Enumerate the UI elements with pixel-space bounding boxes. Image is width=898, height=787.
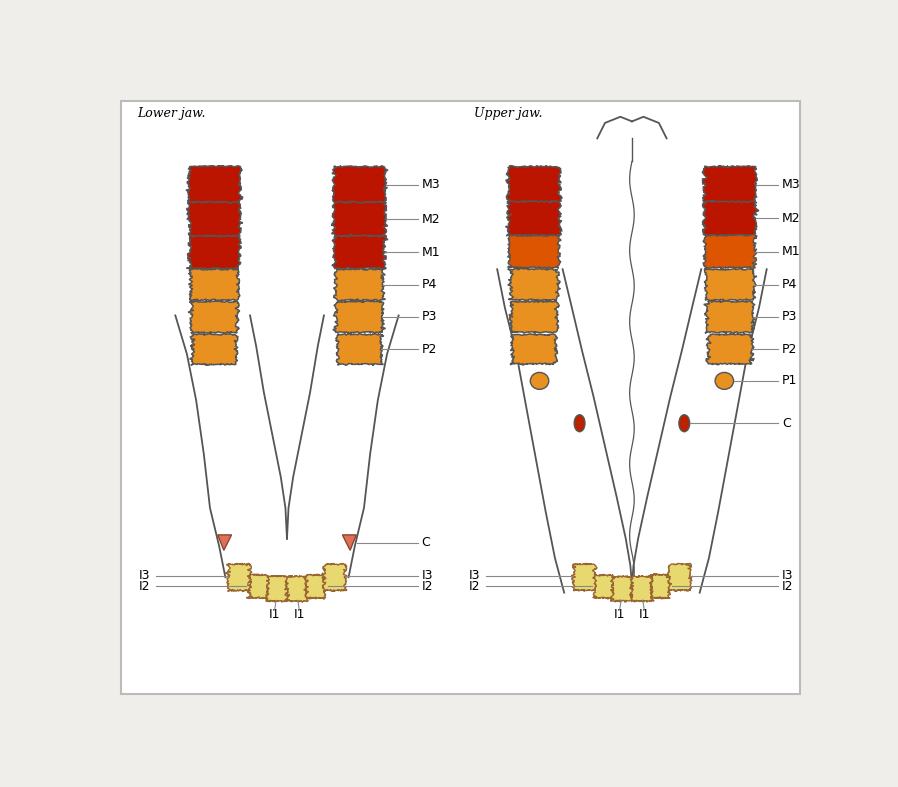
- Text: I1: I1: [294, 608, 305, 621]
- Polygon shape: [702, 166, 758, 203]
- Polygon shape: [336, 334, 383, 365]
- Polygon shape: [649, 575, 672, 599]
- Text: I3: I3: [422, 569, 433, 582]
- Polygon shape: [704, 268, 757, 301]
- Text: M2: M2: [422, 212, 440, 226]
- Text: P3: P3: [422, 310, 437, 323]
- Polygon shape: [706, 334, 754, 364]
- Polygon shape: [332, 235, 388, 269]
- Polygon shape: [246, 575, 269, 599]
- Ellipse shape: [679, 415, 690, 432]
- Text: P1: P1: [782, 375, 797, 387]
- Text: I2: I2: [139, 580, 151, 593]
- Polygon shape: [189, 334, 238, 365]
- Text: I1: I1: [614, 608, 625, 621]
- Ellipse shape: [531, 372, 549, 390]
- Text: C: C: [422, 536, 430, 549]
- Polygon shape: [703, 235, 757, 268]
- Text: Upper jaw.: Upper jaw.: [474, 107, 542, 120]
- Polygon shape: [189, 301, 240, 333]
- Polygon shape: [507, 235, 561, 268]
- Polygon shape: [667, 563, 692, 591]
- Polygon shape: [333, 268, 385, 301]
- Polygon shape: [187, 235, 242, 269]
- Polygon shape: [225, 563, 252, 591]
- Polygon shape: [507, 268, 560, 301]
- Polygon shape: [332, 166, 388, 203]
- Polygon shape: [571, 563, 597, 591]
- Text: P4: P4: [422, 278, 437, 291]
- Text: I2: I2: [782, 580, 794, 593]
- Text: I3: I3: [782, 569, 794, 582]
- Polygon shape: [187, 201, 242, 237]
- Polygon shape: [510, 334, 558, 364]
- Polygon shape: [264, 576, 289, 601]
- Text: I3: I3: [469, 569, 480, 582]
- Text: I1: I1: [269, 608, 280, 621]
- Text: I2: I2: [422, 580, 433, 593]
- Ellipse shape: [715, 372, 734, 390]
- Text: M1: M1: [422, 246, 440, 259]
- Polygon shape: [704, 301, 754, 334]
- Polygon shape: [610, 576, 634, 602]
- Text: C: C: [782, 417, 791, 430]
- Polygon shape: [322, 563, 348, 591]
- Text: I3: I3: [139, 569, 151, 582]
- Polygon shape: [186, 166, 242, 203]
- Text: P2: P2: [782, 343, 797, 356]
- Polygon shape: [506, 201, 562, 236]
- Text: M1: M1: [782, 245, 801, 258]
- Text: M2: M2: [782, 212, 801, 225]
- Polygon shape: [506, 166, 562, 203]
- Ellipse shape: [574, 415, 585, 432]
- Text: P4: P4: [782, 278, 797, 291]
- Polygon shape: [630, 576, 654, 602]
- Polygon shape: [217, 535, 232, 550]
- Text: Lower jaw.: Lower jaw.: [137, 107, 207, 120]
- Text: P3: P3: [782, 310, 797, 323]
- Polygon shape: [509, 301, 559, 333]
- Polygon shape: [304, 575, 327, 599]
- Text: P2: P2: [422, 343, 437, 356]
- Text: I2: I2: [469, 580, 480, 593]
- Text: M3: M3: [782, 178, 801, 191]
- Polygon shape: [593, 575, 614, 599]
- Polygon shape: [285, 576, 309, 602]
- Polygon shape: [189, 268, 240, 301]
- Text: I1: I1: [638, 608, 650, 621]
- Polygon shape: [342, 535, 357, 550]
- Polygon shape: [331, 201, 388, 237]
- Polygon shape: [702, 201, 759, 236]
- Polygon shape: [333, 301, 385, 333]
- Text: M3: M3: [422, 178, 440, 191]
